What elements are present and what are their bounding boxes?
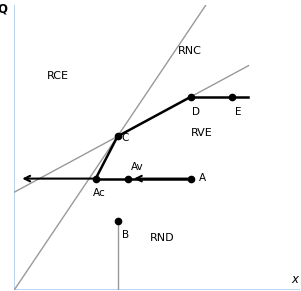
Text: RNC: RNC (177, 47, 201, 56)
Text: A: A (199, 173, 206, 183)
Text: D: D (192, 107, 200, 117)
Text: RCE: RCE (47, 71, 69, 81)
Text: RND: RND (150, 233, 175, 243)
Text: Ac: Ac (93, 188, 106, 198)
Text: RVE: RVE (191, 128, 213, 139)
Text: B: B (122, 230, 129, 240)
Text: Av: Av (131, 162, 144, 172)
Text: x: x (292, 273, 299, 286)
Text: C: C (122, 133, 129, 143)
Text: Q: Q (0, 2, 8, 15)
Text: E: E (234, 107, 241, 117)
